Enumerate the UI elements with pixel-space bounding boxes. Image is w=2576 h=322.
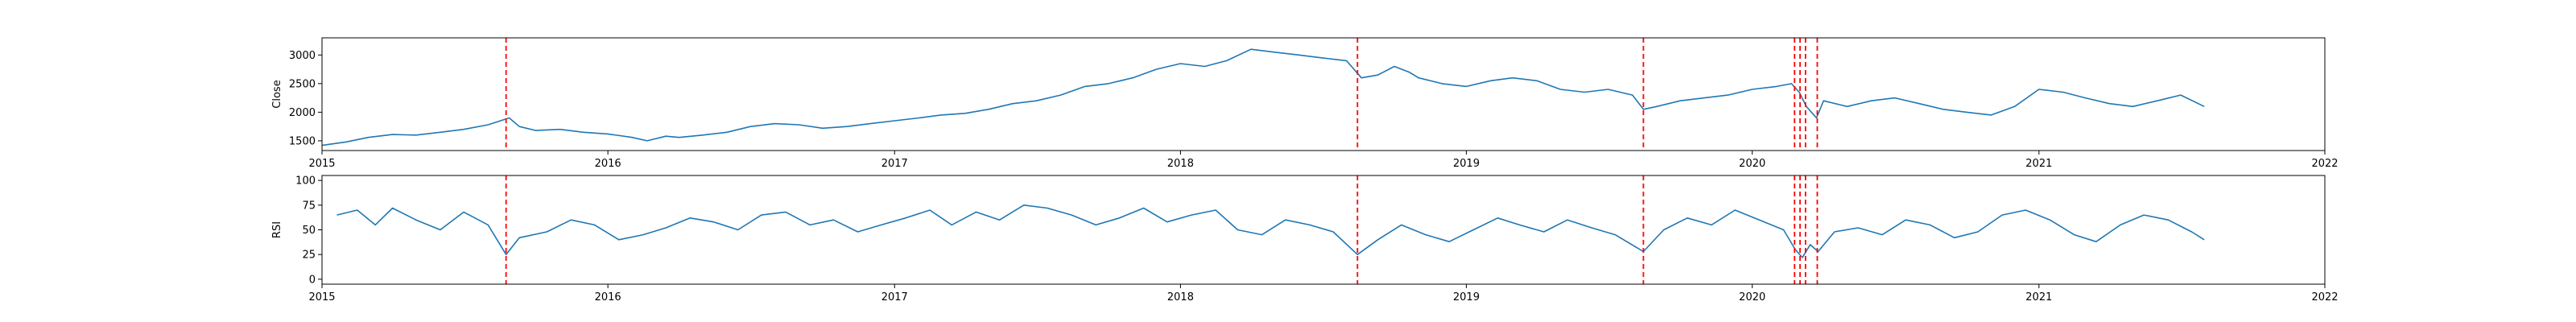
x-tick-label: 2021 [2025, 291, 2052, 303]
rsi-panel: 2015 2016 2017 2018 2019 2020 2021 2022 0 25 50 75 1… [271, 175, 2339, 303]
x-tick-label: 2021 [2025, 158, 2052, 170]
x-tick-label: 2018 [1167, 158, 1194, 170]
series-line [336, 204, 2205, 258]
y-tick-label: 1500 [289, 135, 316, 147]
y-tick-label: 100 [295, 175, 316, 188]
y-tick-label: 2000 [289, 107, 316, 119]
y-axis-label: Close [271, 80, 283, 108]
x-tick-label: 2017 [881, 291, 908, 303]
y-tick-label: 2500 [289, 78, 316, 90]
x-tick-label: 2018 [1167, 291, 1194, 303]
x-tick-label: 2017 [881, 158, 908, 170]
x-tick-label: 2022 [2311, 291, 2338, 303]
x-tick-label: 2015 [308, 291, 335, 303]
y-axis-label: RSI [271, 221, 283, 238]
x-tick-label: 2016 [595, 291, 621, 303]
x-tick-label: 2019 [1453, 158, 1480, 170]
series-line [321, 48, 2205, 147]
x-tick-label: 2015 [308, 158, 335, 170]
x-tick-label: 2020 [1739, 158, 1765, 170]
y-tick-label: 25 [302, 250, 316, 262]
x-tick-label: 2016 [595, 158, 621, 170]
x-tick-label: 2022 [2311, 158, 2338, 170]
axes-frame [321, 37, 2326, 151]
y-tick-label: 0 [309, 274, 316, 286]
y-tick-label: 75 [302, 200, 316, 212]
y-tick-label: 3000 [289, 50, 316, 62]
y-tick-label: 50 [302, 225, 316, 237]
close-price-panel: 2015 2016 2017 2018 2019 2020 2021 2022 1500 2000… [271, 37, 2339, 170]
x-tick-label: 2019 [1453, 291, 1480, 303]
x-tick-label: 2020 [1739, 291, 1765, 303]
